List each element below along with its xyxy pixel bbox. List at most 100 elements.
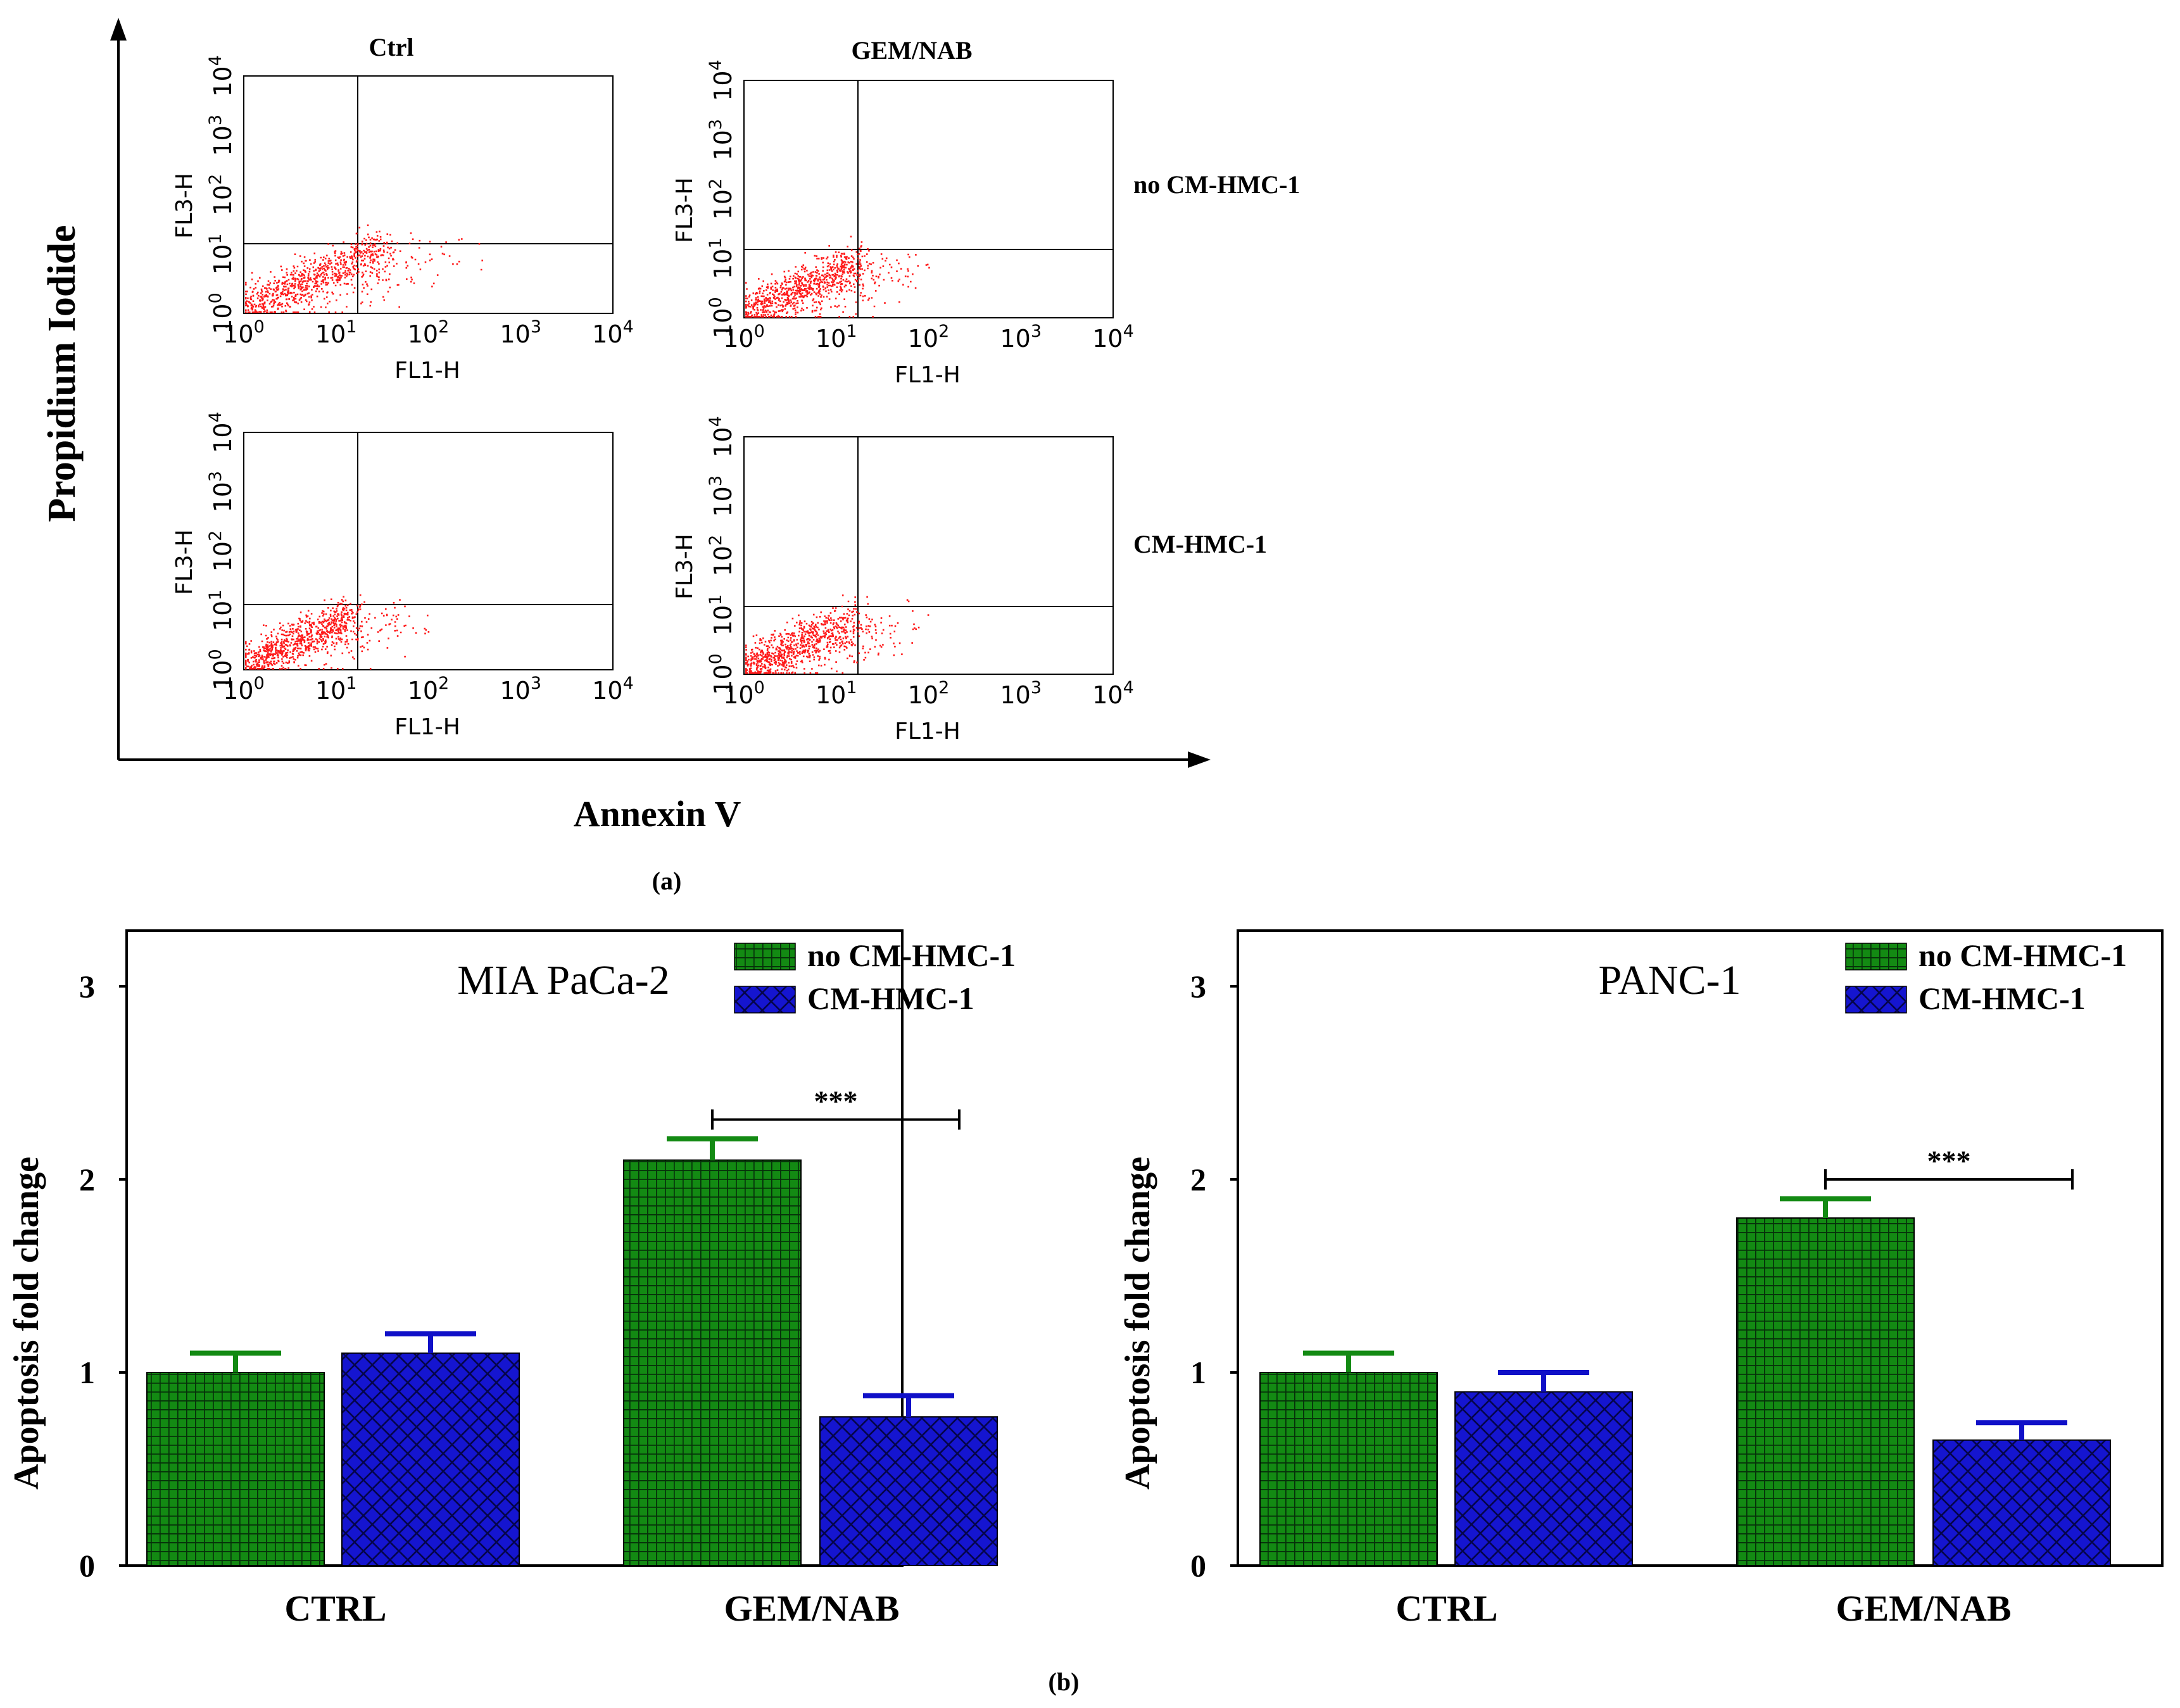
x-tick-label: 103: [1000, 678, 1042, 709]
dot-cloud: [245, 594, 430, 670]
y-tick-label: 103: [706, 475, 737, 517]
x-tick-label: 102: [408, 317, 450, 348]
x-tick-label: 101: [315, 674, 357, 705]
panel-b-label: (b): [1049, 1667, 1080, 1696]
y-tick-label: 1: [79, 1355, 95, 1390]
y-tick-label: 103: [706, 119, 737, 161]
x-tick-label: 100: [223, 317, 265, 348]
x-tick-label: 104: [1092, 678, 1134, 709]
bar-ctrl-series-1: [146, 1372, 325, 1566]
bar-chart-2: 0 1 2 3 Apoptosis fold change CTRL GEM/NAB *** P…: [1118, 929, 2164, 1629]
y-tick-label: 102: [206, 174, 237, 216]
y-tick-label: 102: [206, 531, 237, 572]
panel-a-y-title: Propidium Iodide: [41, 225, 84, 522]
y-tick-label: 101: [206, 233, 237, 275]
dot-plot-ctrl-no-cm: 100 101 102 103 104 100 101 102 103 104 FL1-H FL3-H: [172, 55, 634, 384]
significance-annotation: ***: [1927, 1145, 1971, 1177]
bar-gem-nab-series-2: [819, 1416, 998, 1566]
plot-y-label: FL3-H: [172, 529, 198, 595]
category-label: CTRL: [284, 1588, 386, 1629]
panel-a-x-arrow-icon: [1188, 751, 1211, 768]
y-tick-label: 0: [79, 1548, 95, 1583]
y-tick-label: 0: [1190, 1548, 1206, 1583]
bar-ctrl-series-1: [1259, 1372, 1438, 1566]
y-tick-label: 104: [206, 411, 237, 453]
x-tick-label: 100: [223, 674, 265, 705]
x-tick-label: 103: [500, 674, 541, 705]
dot-plot-frame: [743, 80, 1114, 318]
x-tick-label: 102: [908, 322, 950, 353]
category-label: GEM/NAB: [1836, 1588, 2011, 1629]
y-tick-label: 102: [706, 179, 737, 220]
dot-plot-frame: [243, 75, 614, 314]
dot-cloud: [745, 235, 930, 318]
y-tick-label: 101: [706, 594, 737, 636]
chart-title: MIA PaCa-2: [457, 957, 669, 1003]
x-tick-label: 100: [723, 678, 765, 709]
y-tick-label: 103: [206, 471, 237, 513]
significance-annotation: ***: [814, 1084, 858, 1117]
x-tick-label: 104: [1092, 322, 1134, 353]
x-tick-label: 100: [723, 322, 765, 353]
dots: [245, 224, 483, 313]
x-tick-label: 103: [1000, 322, 1042, 353]
y-tick-label: 1: [1190, 1355, 1206, 1390]
plot-y-label: FL3-H: [672, 534, 698, 600]
legend-swatch: [734, 943, 796, 970]
y-tick-label: 100: [706, 297, 737, 339]
x-tick-label: 101: [315, 317, 357, 348]
y-tick-label: 3: [1190, 969, 1206, 1004]
y-tick-label: 104: [706, 60, 737, 101]
x-tick-label: 103: [500, 317, 541, 348]
legend-label: CM-HMC-1: [1919, 981, 2086, 1016]
flow-cytometry-plots: 100 101 102 103 104 100 101 102 103 104 FL1-H FL3-H…: [172, 55, 1134, 744]
legend-swatch: [1845, 986, 1907, 1014]
x-tick-label: 104: [592, 317, 634, 348]
panel-a-x-title: Annexin V: [574, 793, 741, 834]
bar-gem-nab-series-2: [1932, 1439, 2111, 1566]
chart-frame: [1237, 929, 2164, 1567]
x-tick-label: 101: [816, 322, 857, 353]
y-tick-label: 104: [706, 416, 737, 458]
x-tick-label: 104: [592, 674, 634, 705]
x-tick-label: 102: [908, 678, 950, 709]
y-tick-label: 104: [206, 55, 237, 97]
column-header-gem-nab: GEM/NAB: [851, 36, 972, 65]
y-axis-title: Apoptosis fold change: [7, 1157, 46, 1490]
legend-swatch: [1845, 943, 1907, 970]
y-tick-label: 101: [206, 589, 237, 631]
row-label-no-cm-hmc-1: no CM-HMC-1: [1133, 170, 1300, 199]
legend-label: no CM-HMC-1: [807, 938, 1016, 973]
chart-title: PANC-1: [1599, 957, 1741, 1003]
panel-a-y-arrow-icon: [110, 18, 127, 41]
dot-plot-gem-no-cm: 100 101 102 103 104 100 101 102 103 104 FL1-H FL3-H: [672, 60, 1134, 388]
x-tick-label: 102: [408, 674, 450, 705]
dots: [745, 594, 929, 674]
dot-cloud: [245, 224, 483, 313]
y-tick-label: 100: [206, 292, 237, 334]
legend-label: CM-HMC-1: [807, 981, 974, 1016]
dots: [245, 594, 430, 670]
dot-plot-frame: [743, 436, 1114, 675]
legend-label: no CM-HMC-1: [1919, 938, 2127, 973]
dot-plot-frame: [243, 432, 614, 670]
dot-plot-ctrl-cm: 100 101 102 103 104 100 101 102 103 104 FL1-H FL3-H: [172, 411, 634, 740]
panel-a-label: (a): [652, 867, 682, 895]
plot-x-label: FL1-H: [895, 719, 961, 744]
panel-a: Propidium Iodide Annexin V (a) Ctrl GEM/…: [41, 18, 1300, 895]
bar-gem-nab-series-1: [623, 1159, 802, 1566]
panel-b: 0 1 2 3 Apoptosis fold change CTRL GEM/NAB *** M…: [7, 929, 2164, 1629]
bar-chart-1: 0 1 2 3 Apoptosis fold change CTRL GEM/NAB *** M…: [7, 929, 1016, 1629]
bar-ctrl-series-2: [341, 1352, 520, 1566]
plot-x-label: FL1-H: [394, 358, 460, 384]
dots: [745, 235, 930, 318]
dot-cloud: [745, 594, 929, 674]
y-tick-label: 102: [706, 535, 737, 577]
column-header-ctrl: Ctrl: [369, 33, 413, 61]
x-tick-label: 101: [816, 678, 857, 709]
dot-plot-gem-cm: 100 101 102 103 104 100 101 102 103 104 FL1-H FL3-H: [672, 416, 1134, 744]
bar-ctrl-series-2: [1454, 1391, 1633, 1566]
plot-x-label: FL1-H: [394, 714, 460, 740]
bar-gem-nab-series-1: [1736, 1217, 1915, 1566]
